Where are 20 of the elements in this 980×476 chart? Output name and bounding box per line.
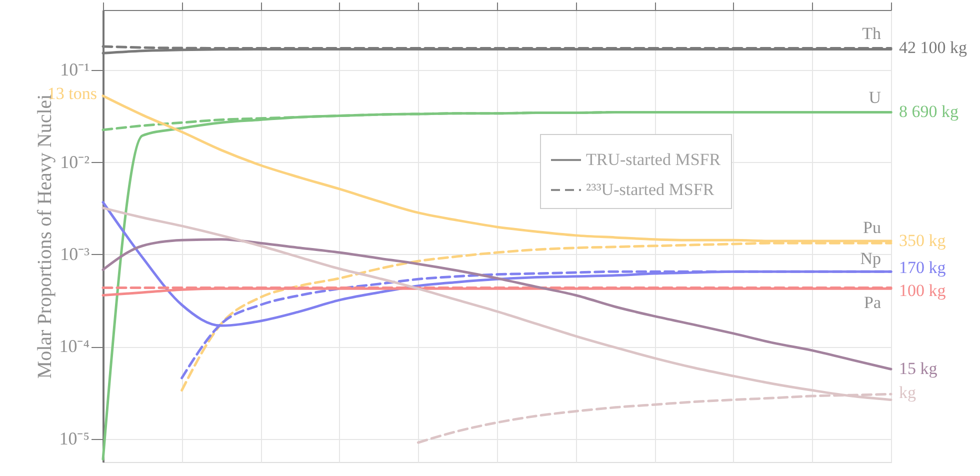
y-tick-label: 10⁻⁵ — [59, 428, 90, 448]
text: 350 kg — [899, 231, 946, 250]
y-tick-label: 10⁻³ — [60, 244, 90, 264]
legend-label: TRU-started MSFR — [586, 150, 722, 169]
y-tick-label: 10⁻¹ — [60, 60, 90, 80]
annotation: U — [868, 88, 881, 107]
text: 8 690 kg — [899, 102, 959, 121]
legend-label: ²³³U-started MSFR — [586, 180, 715, 199]
line-series — [102, 238, 892, 370]
annotation: Pu — [863, 218, 882, 237]
y-tick-label: 10⁻² — [60, 152, 90, 172]
text: 42 100 kg — [899, 38, 968, 57]
annotation: Th — [862, 24, 882, 43]
text: 15 kg — [899, 359, 938, 378]
text: kg — [899, 383, 916, 402]
text: 170 kg — [899, 258, 946, 277]
y-tick-label: 10⁻⁴ — [59, 336, 90, 356]
annotation: Pa — [864, 293, 882, 312]
text: 100 kg — [899, 281, 946, 300]
annotation: Np — [860, 249, 881, 268]
